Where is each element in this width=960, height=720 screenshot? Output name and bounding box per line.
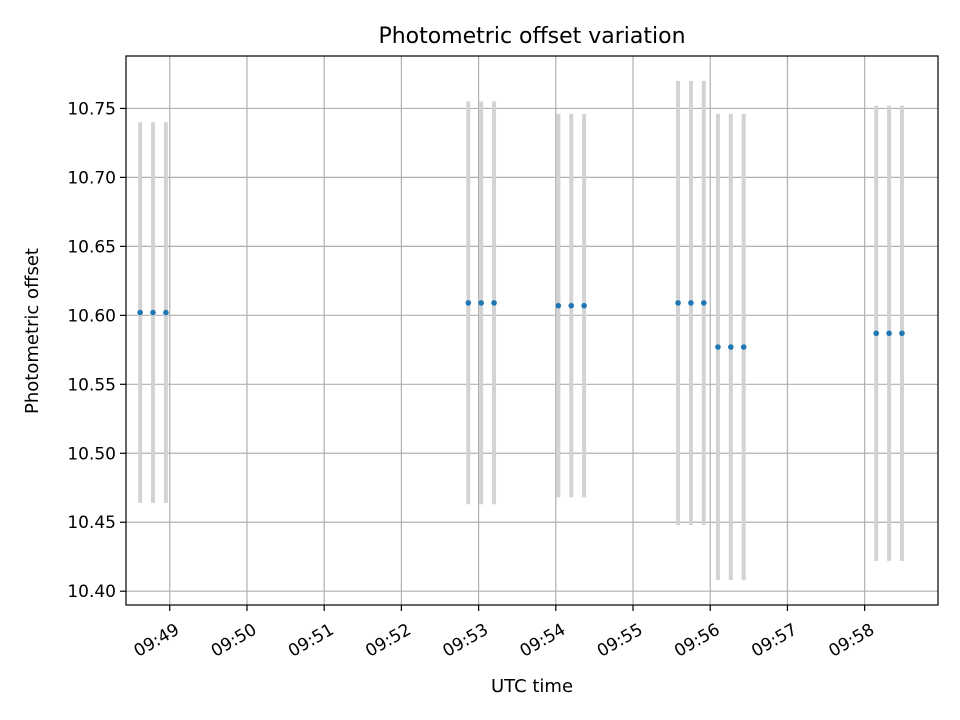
data-point [873, 330, 880, 337]
data-point [886, 330, 892, 337]
data-point [568, 302, 575, 309]
x-tick-label: 09:58 [826, 620, 878, 662]
data-point [688, 300, 694, 306]
data-point [581, 302, 587, 309]
data-points [137, 300, 905, 350]
data-point [465, 300, 472, 306]
y-tick-label: 10.55 [67, 375, 116, 395]
plot-frame [125, 55, 939, 606]
x-tick-label: 09:49 [131, 620, 183, 662]
x-tick-label: 09:54 [517, 620, 569, 662]
y-axis-ticks: 10.40 10.45 10.50 10.55 10.60 10.65 10.70 10.75 [67, 99, 126, 602]
data-point [137, 309, 143, 316]
data-point [478, 300, 484, 306]
x-axis-ticks: 09:49 09:50 09:51 09:52 09:53 09:54 09:55 09:56… [131, 605, 878, 662]
data-point [163, 309, 169, 316]
data-point [728, 344, 734, 350]
x-tick-label: 09:56 [671, 620, 723, 662]
x-tick-label: 09:53 [439, 620, 491, 662]
chart-title: Photometric offset variation [378, 24, 685, 49]
data-point [491, 300, 497, 306]
data-point [700, 300, 707, 306]
y-tick-label: 10.45 [67, 513, 116, 533]
grid [126, 56, 938, 605]
data-point [715, 344, 721, 350]
x-axis-label: UTC time [491, 676, 573, 697]
x-tick-label: 09:57 [748, 620, 800, 662]
data-point [555, 302, 562, 309]
y-tick-label: 10.65 [67, 237, 116, 257]
y-tick-label: 10.40 [67, 582, 116, 602]
x-tick-label: 09:51 [285, 620, 337, 662]
data-point [150, 309, 156, 316]
x-tick-label: 09:50 [208, 620, 260, 662]
y-tick-label: 10.50 [67, 444, 116, 464]
x-tick-label: 09:52 [362, 620, 414, 662]
x-tick-label: 09:55 [594, 620, 646, 662]
data-point [740, 344, 747, 350]
y-tick-label: 10.60 [67, 306, 116, 326]
y-axis-label: Photometric offset [22, 248, 43, 414]
data-point [899, 330, 905, 337]
data-point [675, 300, 681, 306]
y-tick-label: 10.75 [67, 99, 116, 119]
y-tick-label: 10.70 [67, 168, 116, 188]
